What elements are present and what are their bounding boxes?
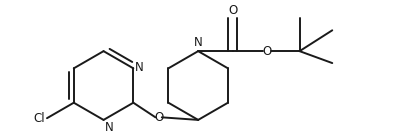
- Text: N: N: [194, 36, 203, 49]
- Text: O: O: [228, 4, 237, 17]
- Text: O: O: [154, 111, 163, 124]
- Text: O: O: [262, 45, 271, 58]
- Text: N: N: [105, 121, 114, 134]
- Text: N: N: [135, 61, 144, 74]
- Text: Cl: Cl: [33, 112, 45, 125]
